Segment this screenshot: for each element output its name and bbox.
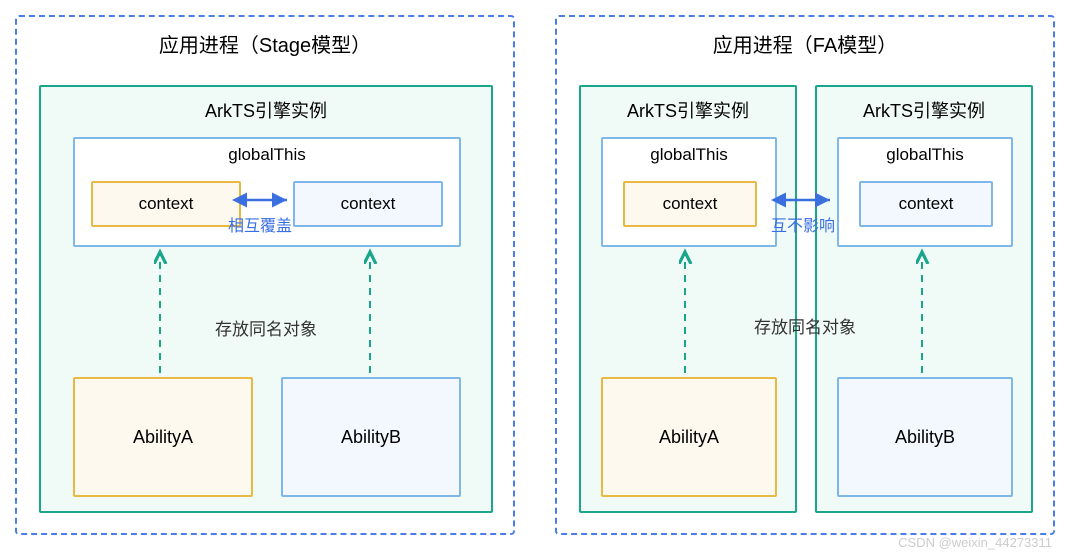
right-engine-a-title: ArkTS引擎实例 (581, 87, 795, 129)
right-global-b-title: globalThis (839, 139, 1011, 169)
right-note: 存放同名对象 (557, 313, 1053, 338)
right-global-a: globalThis context (601, 137, 777, 247)
left-process-box: 应用进程（Stage模型） ArkTS引擎实例 globalThis conte… (15, 15, 515, 535)
right-context-a: context (623, 181, 757, 227)
right-context-b: context (859, 181, 993, 227)
left-engine-title: ArkTS引擎实例 (41, 87, 491, 129)
right-process-title: 应用进程（FA模型） (557, 17, 1053, 66)
right-ability-b: AbilityB (837, 377, 1013, 497)
left-engine-box: ArkTS引擎实例 globalThis context context 存放同… (39, 85, 493, 513)
left-context-a: context (91, 181, 241, 227)
left-ability-b: AbilityB (281, 377, 461, 497)
left-process-title: 应用进程（Stage模型） (17, 17, 513, 66)
right-engine-a: ArkTS引擎实例 globalThis context AbilityA (579, 85, 797, 513)
left-global-title: globalThis (75, 139, 459, 169)
right-process-box: 应用进程（FA模型） ArkTS引擎实例 globalThis context … (555, 15, 1055, 535)
right-global-b: globalThis context (837, 137, 1013, 247)
left-context-b: context (293, 181, 443, 227)
left-arrow-label: 相互覆盖 (228, 212, 292, 236)
watermark: CSDN @weixin_44273311 (898, 535, 1052, 550)
right-ability-a: AbilityA (601, 377, 777, 497)
right-engine-b: ArkTS引擎实例 globalThis context AbilityB (815, 85, 1033, 513)
right-global-a-title: globalThis (603, 139, 775, 169)
diagram-root: 应用进程（Stage模型） ArkTS引擎实例 globalThis conte… (0, 0, 1070, 556)
right-arrow-label: 互不影响 (771, 212, 835, 236)
left-note: 存放同名对象 (41, 315, 491, 340)
right-engine-b-title: ArkTS引擎实例 (817, 87, 1031, 129)
left-ability-a: AbilityA (73, 377, 253, 497)
